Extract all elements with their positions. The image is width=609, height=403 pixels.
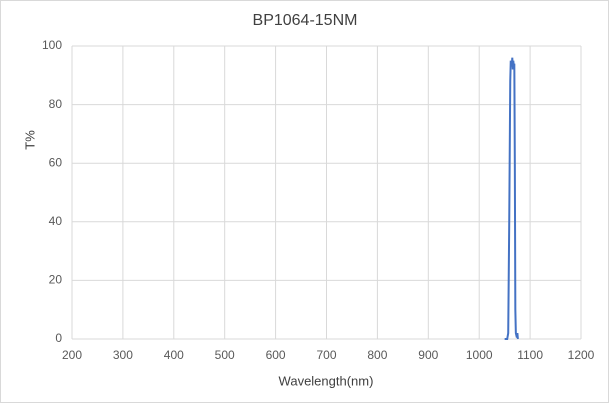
- data-line: [504, 57, 519, 340]
- y-tick-label: 80: [49, 97, 63, 111]
- chart-title: BP1064-15NM: [253, 12, 358, 29]
- y-tick-label: 40: [49, 214, 63, 228]
- x-tick-label: 500: [215, 348, 235, 362]
- x-tick-label: 900: [418, 348, 438, 362]
- y-tick-label: 20: [49, 273, 63, 287]
- y-tick-label: 60: [49, 155, 63, 169]
- x-tick-label: 1200: [568, 348, 595, 362]
- x-axis-title: Wavelength(nm): [279, 373, 374, 388]
- x-tick-label: 800: [367, 348, 387, 362]
- x-tick-label: 600: [266, 348, 286, 362]
- x-tick-label: 1000: [466, 348, 493, 362]
- x-tick-label: 1100: [517, 348, 543, 362]
- y-axis-title: T%: [22, 130, 37, 150]
- x-tick-label: 400: [164, 348, 184, 362]
- x-tick-label: 300: [113, 348, 133, 362]
- y-tick-label: 100: [42, 38, 62, 52]
- y-tick-label: 0: [55, 331, 62, 345]
- x-tick-label: 200: [62, 348, 82, 362]
- x-tick-label: 700: [316, 348, 336, 362]
